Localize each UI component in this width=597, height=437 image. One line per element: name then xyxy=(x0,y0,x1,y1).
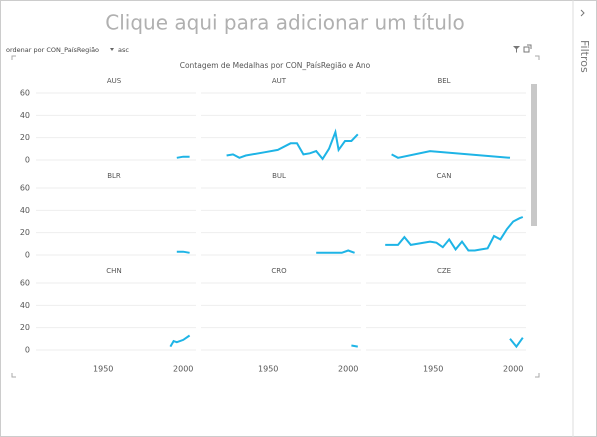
y-tick-label: 60 xyxy=(20,184,30,193)
corner-marks xyxy=(11,55,540,378)
x-tick-label: 2000 xyxy=(173,365,193,374)
series-line xyxy=(226,128,359,161)
series-line xyxy=(176,155,190,159)
series-line xyxy=(316,249,355,254)
chart-title: Contagem de Medalhas por CON_PaísRegião … xyxy=(180,61,371,70)
popout-icon[interactable] xyxy=(523,44,532,53)
y-tick-label: 40 xyxy=(20,111,30,120)
facet-title: BLR xyxy=(107,172,121,180)
series-line xyxy=(169,334,191,348)
x-tick-label: 1950 xyxy=(423,365,443,374)
facet-title: CRO xyxy=(271,267,287,275)
y-tick-label: 60 xyxy=(20,279,30,288)
y-tick-label: 0 xyxy=(25,156,30,165)
y-tick-label: 0 xyxy=(25,346,30,355)
series-line xyxy=(176,250,190,254)
scrollbar[interactable] xyxy=(531,84,537,226)
facet-title: CHN xyxy=(106,267,121,275)
sort-label[interactable]: ordenar por CON_PaísRegião xyxy=(6,46,99,54)
filters-label[interactable]: Filtros xyxy=(578,40,591,73)
series-line xyxy=(509,337,524,349)
expand-icon[interactable] xyxy=(580,9,585,17)
x-tick-label: 1950 xyxy=(93,365,113,374)
sort-arrow[interactable] xyxy=(110,48,114,51)
series-line xyxy=(385,216,524,252)
y-tick-label: 40 xyxy=(20,206,30,215)
x-tick-label: 2000 xyxy=(338,365,358,374)
x-tick-label: 2000 xyxy=(503,365,523,374)
facet-title: BEL xyxy=(437,77,450,85)
y-tick-label: 20 xyxy=(20,228,30,237)
facet-title: CAN xyxy=(437,172,452,180)
y-tick-label: 60 xyxy=(20,89,30,98)
y-tick-label: 20 xyxy=(20,323,30,332)
facet-title: CZE xyxy=(437,267,451,275)
x-tick-label: 1950 xyxy=(258,365,278,374)
sort-order[interactable]: asc xyxy=(118,46,129,54)
y-tick-label: 0 xyxy=(25,251,30,260)
series-line xyxy=(351,344,358,348)
facet-title: AUS xyxy=(107,77,122,85)
y-tick-label: 40 xyxy=(20,301,30,310)
series-line xyxy=(391,150,511,159)
facet-title: BUL xyxy=(272,172,286,180)
filter-icon[interactable] xyxy=(513,46,520,53)
y-tick-label: 20 xyxy=(20,133,30,142)
facet-title: AUT xyxy=(272,77,287,85)
report-title[interactable]: Clique aqui para adicionar um título xyxy=(105,11,464,35)
